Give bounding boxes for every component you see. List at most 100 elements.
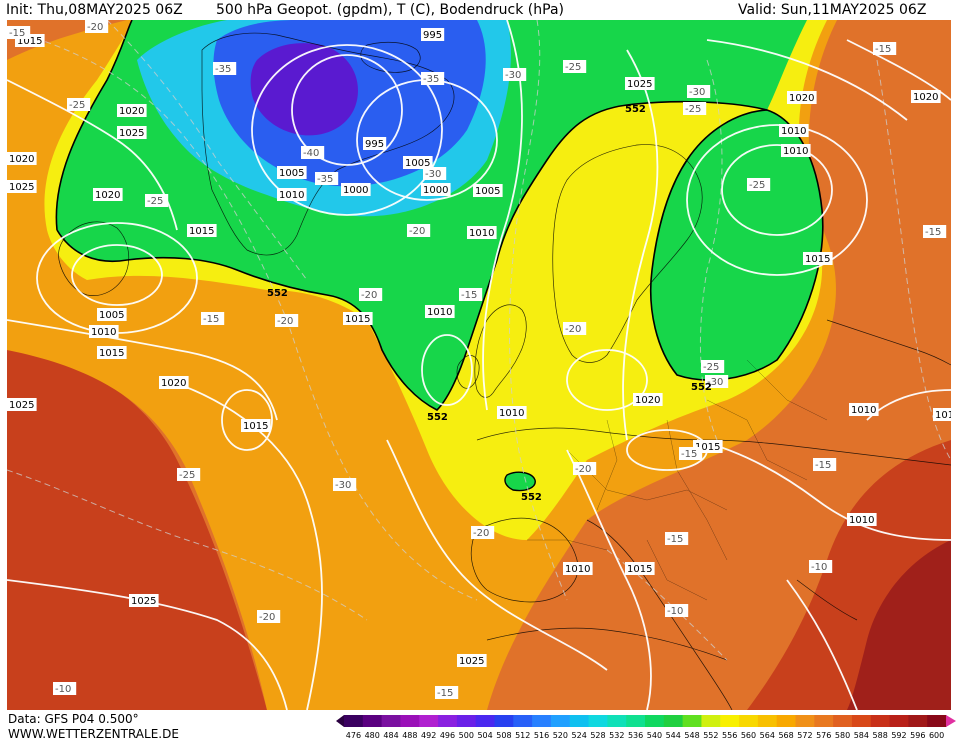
scale-tick-label: 544 (666, 731, 681, 740)
temperature-label-13: -25 (145, 194, 169, 207)
svg-text:1015: 1015 (695, 442, 720, 453)
svg-text:1010: 1010 (849, 515, 874, 526)
svg-text:-20: -20 (409, 226, 425, 237)
scale-tick-label: 600 (929, 731, 944, 740)
temperature-label-25: -25 (177, 468, 201, 481)
svg-text:-15: -15 (815, 460, 831, 471)
scale-swatch (701, 715, 721, 727)
pressure-label-12: 1005 (403, 156, 433, 169)
svg-text:1005: 1005 (405, 158, 430, 169)
temperature-label-35: -15 (459, 288, 483, 301)
temperature-label-22: -25 (701, 360, 725, 373)
svg-text:-15: -15 (875, 44, 891, 55)
svg-text:-25: -25 (565, 62, 581, 73)
scale-swatch (908, 715, 928, 727)
temperature-label-29: -15 (813, 458, 837, 471)
temperature-label-6: -25 (563, 60, 587, 73)
scale-swatch (438, 715, 458, 727)
pressure-label-33: 1015 (625, 562, 655, 575)
svg-text:1010: 1010 (935, 410, 951, 421)
scale-swatch (362, 715, 383, 727)
pressure-label-1: 1020 (117, 104, 147, 117)
svg-text:-35: -35 (215, 64, 231, 75)
scale-swatch (889, 715, 909, 727)
scale-tick-label: 484 (383, 731, 398, 740)
scale-tick-label: 504 (477, 731, 492, 740)
svg-text:-20: -20 (361, 290, 377, 301)
chart-title: 500 hPa Geopot. (gpdm), T (C), Bodendruc… (216, 2, 564, 18)
pressure-label-7: 1020 (93, 188, 123, 201)
svg-text:1010: 1010 (851, 405, 876, 416)
geopotential-label-4: 552 (521, 492, 542, 503)
map-canvas: 1015 1020 1025 1020 1005 1010 1015 1020 1025 1025… (7, 20, 951, 710)
header-bar: Init: Thu,08MAY2025 06Z 500 hPa Geopot. … (0, 0, 959, 20)
temperature-label-26: -20 (257, 610, 281, 623)
temperature-label-16: -20 (275, 314, 299, 327)
temperature-label-11: -25 (683, 102, 707, 115)
scale-swatch (645, 715, 665, 727)
scale-swatch (795, 715, 815, 727)
svg-text:1025: 1025 (627, 79, 652, 90)
svg-text:-20: -20 (87, 22, 103, 33)
scale-swatch (475, 715, 495, 727)
svg-text:1020: 1020 (161, 378, 186, 389)
pressure-label-21: 1010 (781, 144, 811, 157)
svg-text:1020: 1020 (913, 92, 938, 103)
scale-tick-label: 480 (365, 731, 380, 740)
pressure-label-36: 1010 (847, 513, 877, 526)
pressure-label-26: 1020 (633, 393, 663, 406)
pressure-label-32: 1010 (563, 562, 593, 575)
scale-tick-label: 512 (515, 731, 530, 740)
svg-text:-15: -15 (203, 314, 219, 325)
pressure-label-10: 995 (421, 28, 445, 41)
svg-text:552: 552 (521, 492, 542, 503)
temperature-label-9: -30 (423, 167, 447, 180)
svg-text:1025: 1025 (459, 656, 484, 667)
pressure-label-20: 1025 (625, 77, 655, 90)
contour-552-west (55, 20, 768, 411)
svg-text:995: 995 (423, 30, 442, 41)
pressure-label-22: 1020 (787, 91, 817, 104)
temperature-label-1: -15 (7, 26, 31, 39)
svg-text:1005: 1005 (279, 168, 304, 179)
scale-swatch (682, 715, 702, 727)
pressure-label-30: 1015 (241, 419, 271, 432)
scale-swatch (757, 715, 778, 727)
svg-text:-25: -25 (685, 104, 701, 115)
pressure-label-31: 1010 (425, 305, 455, 318)
temperature-label-15: -15 (201, 312, 225, 325)
svg-text:-25: -25 (69, 100, 85, 111)
scale-tick-label: 596 (910, 731, 925, 740)
svg-text:-15: -15 (681, 449, 697, 460)
geopotential-label-3: 552 (691, 382, 712, 393)
pressure-label-3: 1020 (7, 152, 37, 165)
svg-text:1010: 1010 (279, 190, 304, 201)
scale-swatch (588, 715, 608, 727)
temperature-label-14: -20 (407, 224, 431, 237)
contour-552-east (649, 109, 824, 381)
temperature-labels: -20 -15 -25 -35 -35 -30 -25 -40 -35 -30 -30 -25 -25 -… (7, 20, 947, 699)
temperature-label-7: -40 (301, 146, 325, 159)
scale-tick-label: 576 (816, 731, 831, 740)
pressure-label-19: 1015 (97, 346, 127, 359)
pressure-label-17: 1010 (467, 226, 497, 239)
scale-tick-label: 520 (553, 731, 568, 740)
weather-map: 1015 1020 1025 1020 1005 1010 1015 1020 1025 1025… (7, 20, 951, 710)
temperature-label-32: -15 (679, 447, 703, 460)
pressure-label-34: 1025 (457, 654, 487, 667)
pressure-label-39: 1025 (129, 594, 159, 607)
init-time-label: Init: Thu,08MAY2025 06Z (6, 2, 183, 18)
svg-text:1020: 1020 (119, 106, 144, 117)
temperature-label-12: -25 (747, 178, 771, 191)
svg-text:-25: -25 (179, 470, 195, 481)
temperature-label-8: -35 (315, 172, 339, 185)
geopotential-labels: 552 552 552 552 552 (267, 104, 712, 503)
svg-text:1010: 1010 (783, 146, 808, 157)
svg-text:1005: 1005 (475, 186, 500, 197)
scale-arrow-right (946, 715, 956, 727)
field-darkred-se (847, 540, 951, 710)
svg-text:-35: -35 (317, 174, 333, 185)
geopotential-label-1: 552 (625, 104, 646, 115)
scale-swatch (494, 715, 514, 727)
scale-tick-label: 492 (421, 731, 436, 740)
